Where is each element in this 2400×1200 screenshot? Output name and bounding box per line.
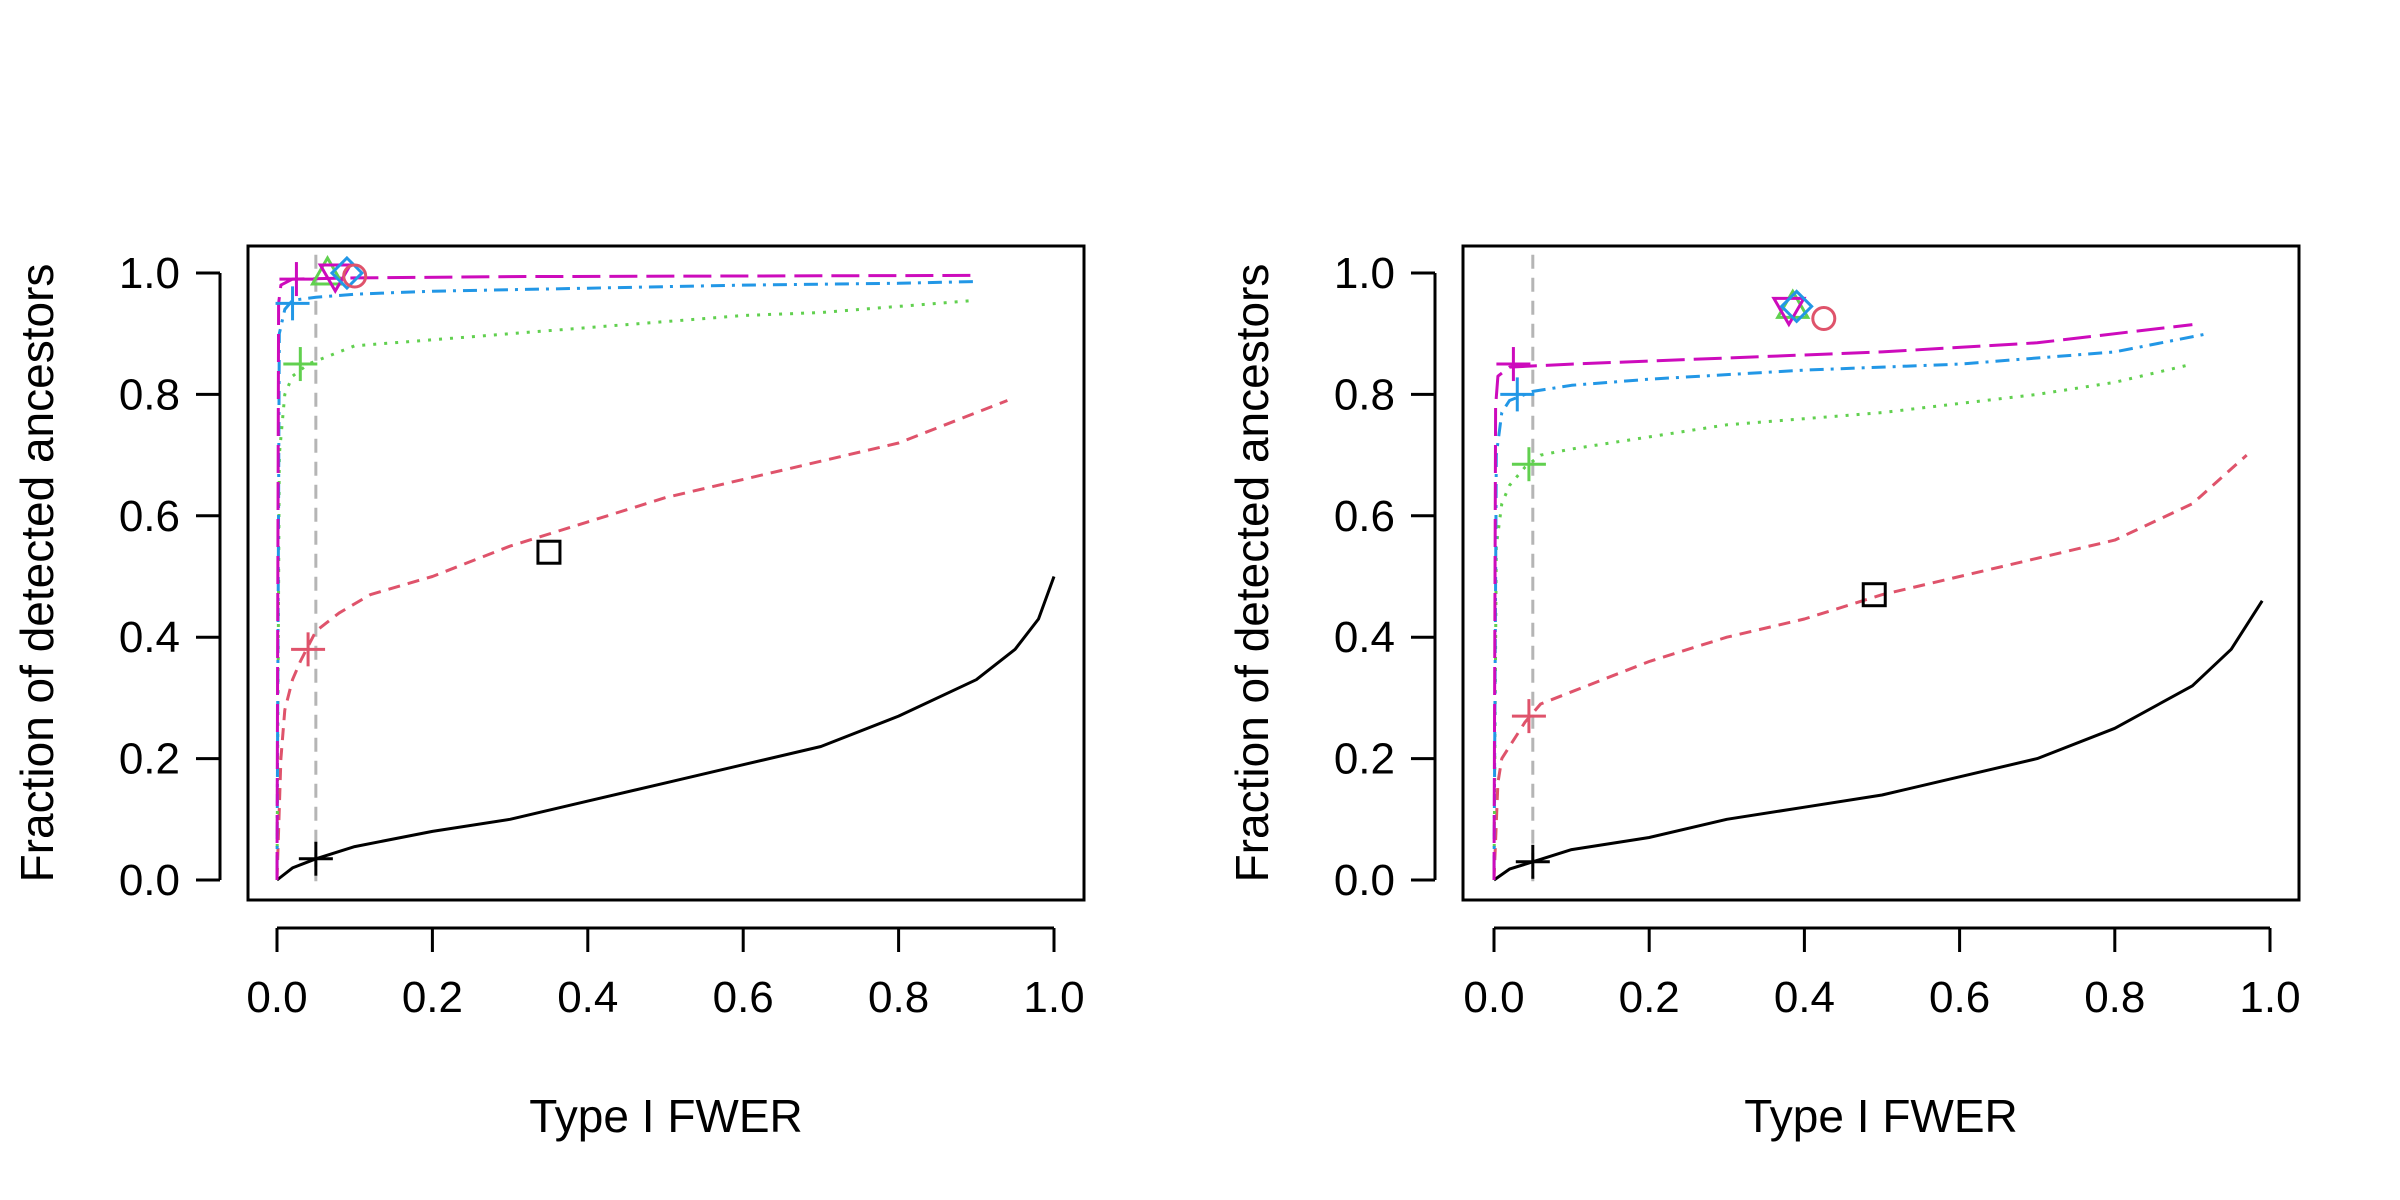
x-tick-label: 1.0 xyxy=(1023,973,1084,1022)
y-axis-title: Fraction of detected ancestors xyxy=(1226,264,1278,883)
x-axis-title: Type I FWER xyxy=(529,1090,802,1142)
threshold-marker-green xyxy=(283,347,318,382)
point-diamond xyxy=(1779,289,1814,324)
y-tick-label: 0.8 xyxy=(1334,370,1395,419)
point-square xyxy=(536,539,562,565)
series-line-black xyxy=(276,575,1056,882)
threshold-marker-black xyxy=(298,841,333,876)
threshold-marker-blue xyxy=(1500,377,1535,412)
series-line-green xyxy=(1492,362,2193,881)
x-tick-label: 0.0 xyxy=(1463,973,1524,1022)
threshold-marker-green xyxy=(1511,447,1546,482)
y-tick-label: 0.0 xyxy=(1334,856,1395,905)
x-tick-label: 1.0 xyxy=(2239,973,2300,1022)
threshold-marker-black xyxy=(1515,844,1550,879)
series-line-blue xyxy=(1492,332,2209,881)
y-tick-label: 0.2 xyxy=(1334,735,1395,784)
threshold-marker-red xyxy=(291,632,326,667)
x-tick-label: 0.4 xyxy=(1774,973,1835,1022)
x-tick-label: 0.2 xyxy=(402,973,463,1022)
x-tick-label: 0.2 xyxy=(1619,973,1680,1022)
y-tick-label: 1.0 xyxy=(1334,249,1395,298)
point-circle xyxy=(342,263,368,289)
y-tick-label: 0.2 xyxy=(119,735,180,784)
y-tick-label: 0.6 xyxy=(119,492,180,541)
y-tick-label: 1.0 xyxy=(119,249,180,298)
series-line-black xyxy=(1493,599,2264,882)
y-tick-label: 0.0 xyxy=(119,856,180,905)
y-tick-label: 0.8 xyxy=(119,370,180,419)
series-line-red xyxy=(1492,453,2248,881)
plot-frame xyxy=(1461,244,2301,902)
x-tick-label: 0.8 xyxy=(868,973,929,1022)
threshold-marker-magenta xyxy=(1496,347,1531,382)
x-tick-label: 0.8 xyxy=(2084,973,2145,1022)
y-tick-label: 0.6 xyxy=(1334,492,1395,541)
threshold-marker-red xyxy=(1511,699,1546,734)
plot-frame xyxy=(246,244,1086,902)
series-line-magenta xyxy=(1492,323,2193,881)
left-panel: 0.0 0.2 0.4 0.6 0.8 1.0 0.0 0.2 0.4 0.6 0.8 1.0 Type… xyxy=(11,244,1086,1142)
x-tick-label: 0.6 xyxy=(1929,973,1990,1022)
x-tick-label: 0.0 xyxy=(246,973,307,1022)
series-line-red xyxy=(275,399,1008,881)
y-axis-title: Fraction of detected ancestors xyxy=(11,264,63,883)
y-tick-label: 0.4 xyxy=(1334,613,1395,662)
threshold-marker-blue xyxy=(275,286,310,321)
point-square xyxy=(1861,582,1887,608)
x-tick-label: 0.6 xyxy=(713,973,774,1022)
right-panel: 0.0 0.2 0.4 0.6 0.8 1.0 0.0 0.2 0.4 0.6 0.8 1.0 Type… xyxy=(1226,244,2301,1142)
x-axis-title: Type I FWER xyxy=(1744,1090,2017,1142)
point-circle xyxy=(1811,306,1837,332)
threshold-marker-magenta xyxy=(279,262,314,297)
point-diamond xyxy=(329,255,365,291)
y-tick-label: 0.4 xyxy=(119,613,180,662)
series-line-magenta xyxy=(275,273,977,881)
x-tick-label: 0.4 xyxy=(557,973,618,1022)
series-line-blue xyxy=(275,280,977,881)
